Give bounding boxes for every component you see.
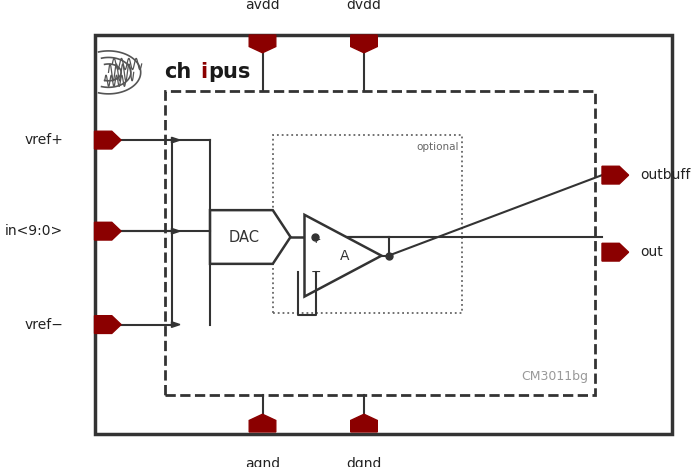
Polygon shape: [172, 137, 180, 143]
Polygon shape: [249, 414, 276, 432]
Text: agnd: agnd: [245, 457, 280, 467]
Text: −: −: [311, 266, 321, 278]
Polygon shape: [172, 228, 180, 234]
Text: +: +: [310, 233, 321, 246]
Text: dgnd: dgnd: [346, 457, 382, 467]
Text: vref+: vref+: [24, 133, 63, 147]
Text: outbuff: outbuff: [640, 168, 691, 182]
Polygon shape: [94, 222, 121, 240]
Bar: [164, 91, 595, 395]
Text: pus: pus: [208, 63, 251, 82]
Text: optional: optional: [416, 142, 458, 152]
Polygon shape: [351, 35, 377, 53]
Text: CM3011bg: CM3011bg: [521, 370, 588, 383]
Text: DAC: DAC: [228, 229, 259, 245]
Text: ch: ch: [164, 63, 192, 82]
Bar: [94, 35, 672, 434]
Polygon shape: [94, 316, 121, 333]
Text: avdd: avdd: [245, 0, 280, 12]
Polygon shape: [249, 35, 276, 53]
Text: i: i: [200, 63, 207, 82]
Text: out: out: [640, 245, 664, 259]
Polygon shape: [210, 210, 290, 264]
Text: dvdd: dvdd: [346, 0, 382, 12]
Text: in<9:0>: in<9:0>: [5, 224, 63, 238]
Polygon shape: [602, 166, 629, 184]
Polygon shape: [172, 322, 180, 327]
Polygon shape: [351, 414, 377, 432]
Polygon shape: [94, 131, 121, 149]
Polygon shape: [304, 215, 382, 297]
Text: A: A: [340, 249, 349, 262]
Polygon shape: [602, 243, 629, 261]
Bar: [273, 135, 462, 313]
Text: vref−: vref−: [24, 318, 63, 332]
